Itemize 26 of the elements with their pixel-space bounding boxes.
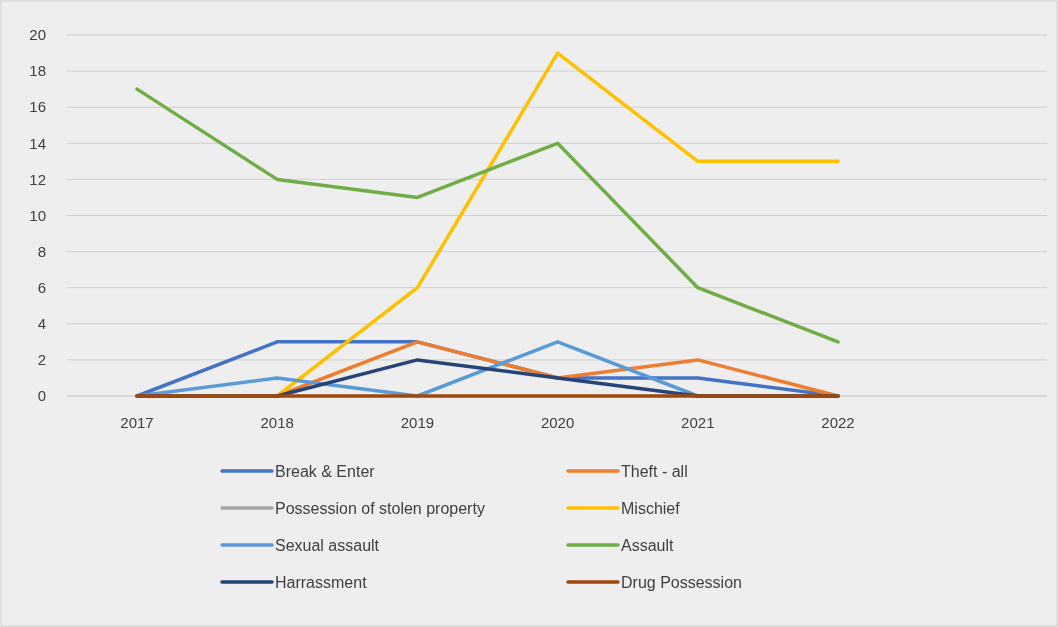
legend-label: Theft - all xyxy=(621,462,688,480)
x-tick-label: 2019 xyxy=(400,414,435,431)
y-tick-label: 16 xyxy=(29,98,46,116)
line-series xyxy=(135,87,840,344)
legend-label: Drug Possession xyxy=(621,573,742,591)
legend-label: Break & Enter xyxy=(275,462,376,480)
y-tick-label: 12 xyxy=(29,170,46,188)
x-tick-label: 2017 xyxy=(120,414,154,431)
x-tick-label: 2021 xyxy=(681,414,715,431)
y-tick-label: 6 xyxy=(37,278,46,296)
legend-label: Assault xyxy=(621,536,675,554)
legend-label: Possession of stolen property xyxy=(275,499,485,517)
y-tick-label: 14 xyxy=(29,134,46,152)
y-tick-label: 8 xyxy=(37,242,46,260)
y-tick-label: 10 xyxy=(29,206,46,224)
legend-label: Sexual assault xyxy=(275,536,380,554)
y-tick-label: 0 xyxy=(37,387,46,405)
legend-label: Mischief xyxy=(621,499,681,517)
y-tick-label: 18 xyxy=(29,62,46,80)
y-tick-label: 20 xyxy=(29,26,46,44)
legend-label: Harrassment xyxy=(275,573,368,591)
x-tick-label: 2018 xyxy=(260,414,294,431)
x-tick-label: 2022 xyxy=(821,414,855,431)
x-tick-label: 2020 xyxy=(540,414,575,431)
y-tick-label: 2 xyxy=(37,351,46,369)
y-tick-label: 4 xyxy=(37,315,46,333)
